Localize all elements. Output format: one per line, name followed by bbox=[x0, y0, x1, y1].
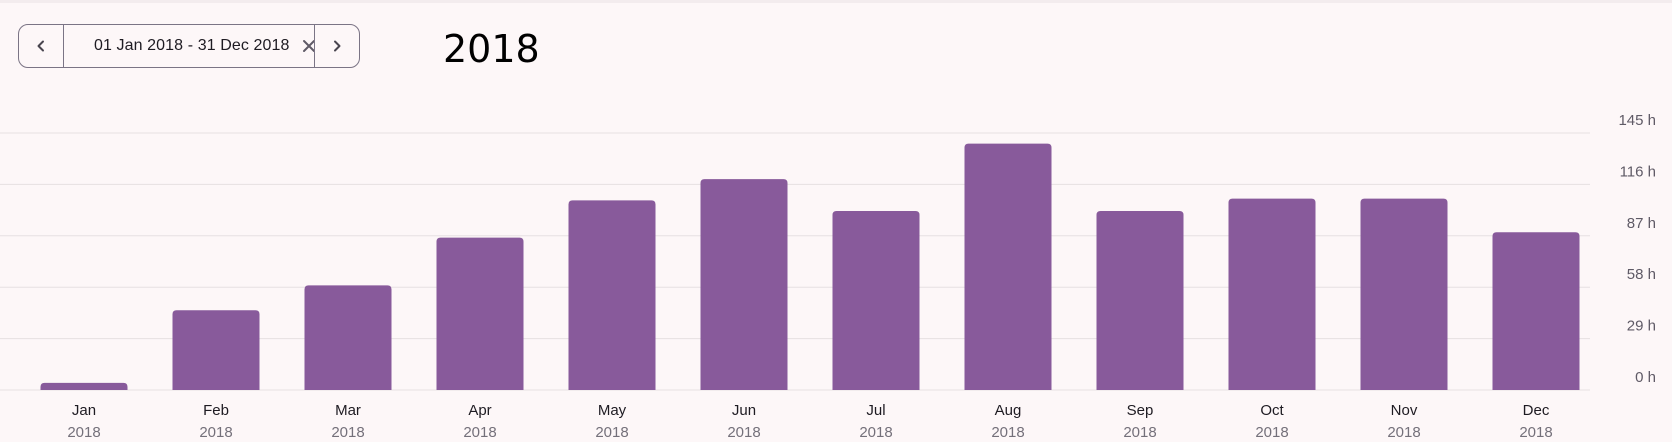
x-tick-label: Feb bbox=[203, 402, 229, 419]
bar-may bbox=[568, 200, 656, 390]
x-tick-sublabel: 2018 bbox=[331, 424, 364, 441]
x-tick-label: Apr bbox=[468, 402, 491, 419]
x-tick-sublabel: 2018 bbox=[199, 424, 232, 441]
bar-jul bbox=[832, 210, 920, 390]
top-divider bbox=[0, 0, 1672, 3]
close-icon bbox=[302, 40, 315, 52]
monthly-hours-bar-chart: 0 h 29 h 58 h 87 h 116 h 145 h Jan 2018 Feb 2018 M… bbox=[0, 112, 1656, 441]
divider bbox=[63, 25, 64, 67]
bar-mar bbox=[304, 285, 392, 390]
x-tick-sublabel: 2018 bbox=[67, 424, 100, 441]
bar-apr bbox=[436, 237, 524, 390]
y-tick-label: 0 h bbox=[1635, 369, 1656, 386]
x-tick-sublabel: 2018 bbox=[463, 424, 496, 441]
x-tick-sublabel: 2018 bbox=[1123, 424, 1156, 441]
date-range-control: 01 Jan 2018 - 31 Dec 2018 bbox=[18, 24, 360, 68]
x-tick-label: Jan bbox=[72, 402, 96, 419]
bar-aug bbox=[964, 143, 1052, 390]
x-tick-label: Oct bbox=[1260, 402, 1284, 419]
bar-jan bbox=[40, 382, 128, 390]
y-tick-label: 116 h bbox=[1620, 163, 1656, 180]
previous-period-button[interactable] bbox=[19, 25, 63, 67]
clear-date-range-button[interactable] bbox=[302, 36, 316, 56]
chevron-right-icon bbox=[334, 40, 341, 52]
y-tick-label: 145 h bbox=[1618, 112, 1656, 129]
bar-dec bbox=[1492, 232, 1580, 390]
divider bbox=[314, 25, 315, 67]
x-tick-label: Sep bbox=[1127, 402, 1154, 419]
x-tick-sublabel: 2018 bbox=[1255, 424, 1288, 441]
date-range-field[interactable]: 01 Jan 2018 - 31 Dec 2018 bbox=[64, 25, 316, 67]
x-tick-sublabel: 2018 bbox=[727, 424, 760, 441]
x-tick-label: Mar bbox=[335, 402, 361, 419]
x-tick-sublabel: 2018 bbox=[1387, 424, 1420, 441]
x-tick-label: Aug bbox=[995, 402, 1022, 419]
bar-nov bbox=[1360, 198, 1448, 390]
chevron-left-icon bbox=[37, 40, 44, 52]
x-tick-label: Nov bbox=[1391, 402, 1418, 419]
bar-oct bbox=[1228, 198, 1316, 390]
x-tick-sublabel: 2018 bbox=[595, 424, 628, 441]
x-tick-label: Dec bbox=[1523, 402, 1550, 419]
x-tick-sublabel: 2018 bbox=[1519, 424, 1552, 441]
x-tick-sublabel: 2018 bbox=[859, 424, 892, 441]
bar-sep bbox=[1096, 210, 1184, 390]
next-period-button[interactable] bbox=[315, 25, 359, 67]
x-tick-sublabel: 2018 bbox=[991, 424, 1024, 441]
y-tick-label: 87 h bbox=[1627, 215, 1656, 232]
x-tick-label: Jul bbox=[866, 402, 885, 419]
y-tick-label: 58 h bbox=[1627, 266, 1656, 283]
x-tick-label: Jun bbox=[732, 402, 756, 419]
x-tick-label: May bbox=[598, 402, 627, 419]
date-range-text: 01 Jan 2018 - 31 Dec 2018 bbox=[94, 37, 290, 54]
bar-jun bbox=[700, 179, 788, 390]
bar-feb bbox=[172, 310, 260, 390]
y-tick-label: 29 h bbox=[1627, 318, 1656, 335]
page-title: 2018 bbox=[443, 27, 540, 71]
